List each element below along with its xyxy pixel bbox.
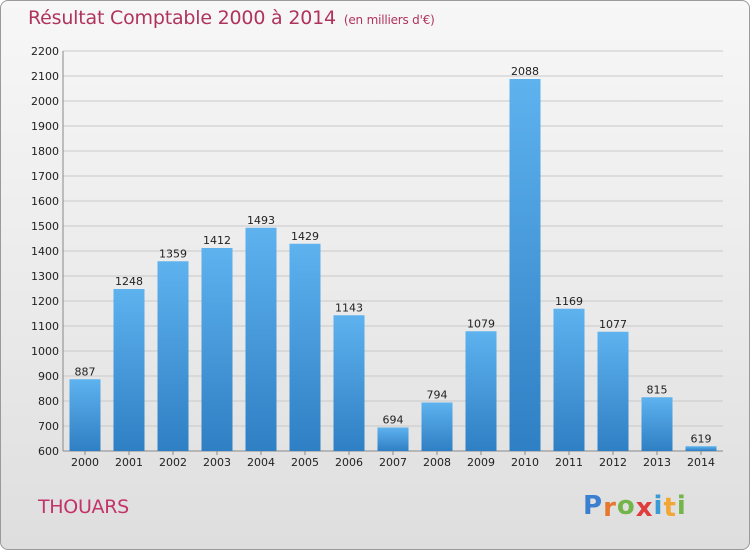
y-tick-label: 700 (38, 420, 59, 433)
logo-letter: P (583, 491, 604, 521)
x-tick-label: 2013 (643, 456, 671, 469)
bar-2014 (685, 446, 717, 451)
data-label: 815 (647, 383, 668, 396)
data-label: 619 (691, 432, 712, 445)
y-tick-label: 1200 (31, 295, 59, 308)
y-tick-label: 2200 (31, 45, 59, 58)
data-label: 887 (75, 365, 96, 378)
x-tick-label: 2007 (379, 456, 407, 469)
data-label: 1248 (115, 275, 143, 288)
data-label: 1412 (203, 234, 231, 247)
y-tick-label: 1300 (31, 270, 59, 283)
x-tick-label: 2006 (335, 456, 363, 469)
y-tick-label: 900 (38, 370, 59, 383)
bar-2000 (69, 379, 101, 451)
y-tick-label: 2100 (31, 70, 59, 83)
bar-2007 (377, 427, 409, 451)
x-tick-label: 2008 (423, 456, 451, 469)
bar-2002 (157, 261, 189, 451)
bar-2003 (201, 248, 233, 451)
logo-letter: x (635, 493, 654, 523)
y-tick-label: 600 (38, 445, 59, 458)
y-tick-label: 800 (38, 395, 59, 408)
data-label: 1493 (247, 214, 275, 227)
bar-2006 (333, 315, 365, 451)
city-name: THOUARS (38, 496, 129, 518)
bar-2012 (597, 331, 629, 451)
data-label: 1359 (159, 247, 187, 260)
x-tick-label: 2000 (71, 456, 99, 469)
data-label: 1429 (291, 230, 319, 243)
y-tick-label: 2000 (31, 95, 59, 108)
chart-title: Résultat Comptable 2000 à 2014 (en millie… (28, 7, 435, 29)
x-tick-label: 2005 (291, 456, 319, 469)
logo-letter: r (603, 493, 617, 523)
x-tick-label: 2011 (555, 456, 583, 469)
y-tick-label: 1600 (31, 195, 59, 208)
bar-2011 (553, 308, 585, 451)
logo-letter: i (676, 491, 687, 521)
data-label: 694 (383, 414, 404, 427)
y-tick-label: 1000 (31, 345, 59, 358)
x-tick-label: 2002 (159, 456, 187, 469)
title-unit: (en milliers d'€) (343, 13, 435, 27)
logo-letter: o (616, 491, 636, 521)
bar-2008 (421, 402, 453, 451)
bar-2013 (641, 397, 673, 451)
x-tick-label: 2003 (203, 456, 231, 469)
data-label: 1077 (599, 318, 627, 331)
data-label: 1169 (555, 295, 583, 308)
data-label: 794 (427, 389, 448, 402)
logo-letter: t (663, 493, 677, 523)
x-tick-label: 2001 (115, 456, 143, 469)
bar-2009 (465, 331, 497, 451)
x-tick-label: 2009 (467, 456, 495, 469)
bar-2001 (113, 289, 145, 451)
x-tick-label: 2010 (511, 456, 539, 469)
x-tick-label: 2014 (687, 456, 715, 469)
x-tick-label: 2004 (247, 456, 275, 469)
y-tick-label: 1400 (31, 245, 59, 258)
data-label: 1143 (335, 301, 363, 314)
y-tick-label: 1100 (31, 320, 59, 333)
proxiti-logo: Proxiti (583, 491, 687, 523)
title-text: Résultat Comptable 2000 à 2014 (28, 7, 336, 29)
y-tick-label: 1800 (31, 145, 59, 158)
x-tick-label: 2012 (599, 456, 627, 469)
bar-2010 (509, 79, 541, 451)
bar-2005 (289, 243, 321, 451)
logo-letter: i (653, 491, 664, 521)
y-tick-label: 1900 (31, 120, 59, 133)
bar-2004 (245, 227, 277, 451)
y-tick-label: 1700 (31, 170, 59, 183)
data-label: 2088 (511, 65, 539, 78)
data-label: 1079 (467, 317, 495, 330)
y-tick-label: 1500 (31, 220, 59, 233)
